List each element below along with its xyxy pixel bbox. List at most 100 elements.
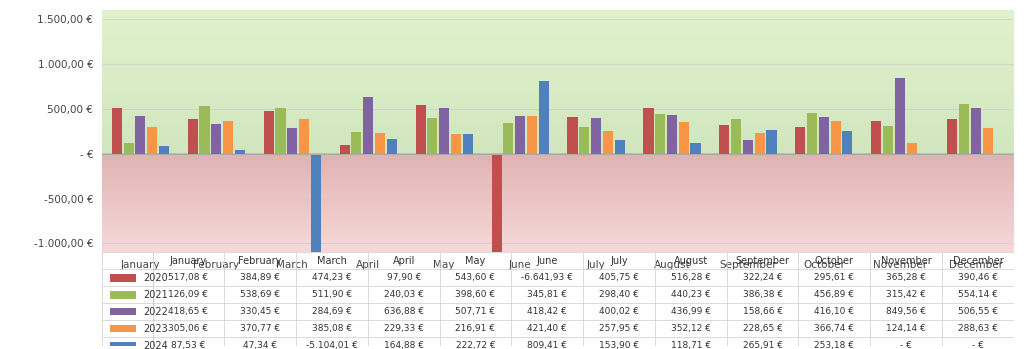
Text: September: September — [735, 256, 790, 266]
Bar — [947, 119, 957, 154]
Text: 2020: 2020 — [143, 273, 168, 283]
Bar — [110, 291, 136, 298]
Text: August: August — [674, 256, 708, 266]
Bar — [187, 119, 198, 154]
Text: -5.104,01 €: -5.104,01 € — [306, 341, 357, 349]
Text: 370,77 €: 370,77 € — [240, 324, 281, 333]
Bar — [364, 97, 374, 154]
Bar — [667, 115, 677, 154]
Text: 506,55 €: 506,55 € — [957, 307, 998, 316]
Bar — [200, 106, 210, 154]
Text: 257,95 €: 257,95 € — [599, 324, 639, 333]
Text: 352,12 €: 352,12 € — [671, 324, 711, 333]
Bar — [147, 127, 158, 154]
Bar — [819, 117, 829, 154]
Bar — [275, 108, 286, 154]
Bar — [124, 142, 134, 154]
Bar — [211, 124, 221, 154]
Bar — [310, 154, 321, 349]
Text: 315,42 €: 315,42 € — [886, 290, 926, 299]
Bar — [843, 131, 853, 154]
Bar — [492, 154, 502, 349]
Text: 240,03 €: 240,03 € — [384, 290, 424, 299]
Text: 216,91 €: 216,91 € — [456, 324, 496, 333]
Text: 2022: 2022 — [143, 307, 168, 317]
Bar — [526, 116, 537, 154]
Text: 330,45 €: 330,45 € — [241, 307, 281, 316]
Text: 284,69 €: 284,69 € — [312, 307, 352, 316]
Bar — [580, 127, 590, 154]
Text: December: December — [952, 256, 1004, 266]
Text: 322,24 €: 322,24 € — [742, 273, 782, 282]
Text: February: February — [239, 256, 282, 266]
Text: 384,89 €: 384,89 € — [241, 273, 281, 282]
Bar — [439, 108, 450, 154]
Bar — [451, 134, 461, 154]
Text: 809,41 €: 809,41 € — [527, 341, 567, 349]
Bar — [982, 128, 992, 154]
Text: 47,34 €: 47,34 € — [243, 341, 278, 349]
Text: 516,28 €: 516,28 € — [671, 273, 711, 282]
Text: 2024: 2024 — [143, 341, 168, 349]
Bar — [416, 105, 426, 154]
Text: 554,14 €: 554,14 € — [957, 290, 997, 299]
Bar — [830, 121, 841, 154]
Text: 164,88 €: 164,88 € — [384, 341, 424, 349]
Text: 288,63 €: 288,63 € — [957, 324, 997, 333]
Text: 126,09 €: 126,09 € — [168, 290, 209, 299]
Text: 511,90 €: 511,90 € — [312, 290, 352, 299]
Bar — [883, 126, 893, 154]
Bar — [655, 114, 666, 154]
Text: 366,74 €: 366,74 € — [814, 324, 854, 333]
Text: 153,90 €: 153,90 € — [599, 341, 639, 349]
Text: 543,60 €: 543,60 € — [456, 273, 496, 282]
Bar — [895, 78, 905, 154]
Bar — [427, 118, 437, 154]
Text: July: July — [610, 256, 628, 266]
Text: 418,42 €: 418,42 € — [527, 307, 567, 316]
Text: 517,08 €: 517,08 € — [168, 273, 209, 282]
Bar — [731, 119, 741, 154]
Text: 416,10 €: 416,10 € — [814, 307, 854, 316]
Bar — [263, 111, 273, 154]
Text: 253,18 €: 253,18 € — [814, 341, 854, 349]
Bar — [643, 107, 653, 154]
Bar — [299, 119, 309, 154]
Text: 158,66 €: 158,66 € — [742, 307, 782, 316]
Text: 507,71 €: 507,71 € — [456, 307, 496, 316]
Bar — [796, 127, 806, 154]
Text: 385,08 €: 385,08 € — [312, 324, 352, 333]
Text: March: March — [317, 256, 347, 266]
Text: 474,23 €: 474,23 € — [312, 273, 352, 282]
Text: 436,99 €: 436,99 € — [671, 307, 711, 316]
Text: 2021: 2021 — [143, 290, 168, 300]
Bar — [871, 121, 882, 154]
Text: 456,89 €: 456,89 € — [814, 290, 854, 299]
Bar — [807, 113, 817, 154]
Bar — [135, 116, 145, 154]
Text: 398,60 €: 398,60 € — [456, 290, 496, 299]
Bar — [463, 134, 473, 154]
Text: 298,40 €: 298,40 € — [599, 290, 639, 299]
Bar — [567, 118, 578, 154]
Text: 265,91 €: 265,91 € — [742, 341, 782, 349]
Text: June: June — [537, 256, 558, 266]
Text: 440,23 €: 440,23 € — [671, 290, 711, 299]
Text: 386,38 €: 386,38 € — [742, 290, 782, 299]
Bar — [690, 143, 700, 154]
Bar — [387, 139, 397, 154]
Bar — [340, 145, 350, 154]
Text: - €: - € — [900, 341, 912, 349]
Text: -6.641,93 €: -6.641,93 € — [521, 273, 573, 282]
Bar — [223, 121, 233, 154]
Text: 418,65 €: 418,65 € — [168, 307, 209, 316]
Bar — [110, 308, 136, 315]
Bar — [110, 342, 136, 349]
Bar — [503, 123, 513, 154]
Text: 390,46 €: 390,46 € — [957, 273, 997, 282]
Bar — [755, 133, 765, 154]
Text: 400,02 €: 400,02 € — [599, 307, 639, 316]
Text: 229,33 €: 229,33 € — [384, 324, 424, 333]
Text: 97,90 €: 97,90 € — [386, 273, 421, 282]
Text: 636,88 €: 636,88 € — [384, 307, 424, 316]
